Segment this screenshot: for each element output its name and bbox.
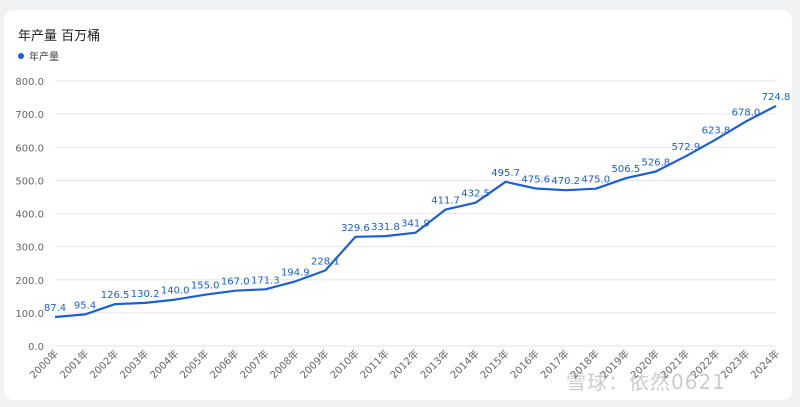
data-label: 194.9 (281, 267, 310, 278)
x-tick-label: 2006年 (207, 347, 241, 381)
data-label: 95.4 (74, 300, 96, 311)
legend-label: 年产量 (29, 52, 59, 63)
x-tick-label: 2004年 (147, 347, 181, 381)
x-tick-label: 2007年 (237, 347, 271, 381)
data-label: 228.1 (311, 256, 340, 267)
data-label: 506.5 (611, 164, 640, 175)
x-tick-label: 2009年 (297, 347, 331, 381)
y-tick-label: 0.0 (28, 342, 44, 353)
x-tick-label: 2008年 (267, 347, 301, 381)
legend[interactable]: 年产量 (18, 48, 59, 63)
data-label: 87.4 (44, 303, 66, 314)
data-label: 130.2 (131, 289, 160, 300)
legend-marker (18, 52, 24, 59)
series-line (54, 104, 777, 319)
data-label: 724.8 (762, 92, 791, 103)
data-label: 155.0 (191, 281, 220, 292)
x-tick-label: 2002年 (87, 347, 121, 381)
data-label: 470.2 (551, 176, 580, 187)
chart-title: 年产量 百万桶 (18, 29, 101, 44)
data-label: 341.9 (401, 219, 430, 230)
y-tick-label: 800.0 (15, 77, 44, 88)
x-tick-label: 2016年 (508, 347, 542, 381)
data-label: 475.6 (521, 174, 550, 185)
y-tick-label: 400.0 (15, 210, 44, 221)
x-tick-label: 2011年 (357, 347, 391, 381)
watermark-text: 雪球：依然0621 (566, 370, 726, 394)
y-tick-label: 600.0 (15, 143, 44, 154)
x-tick-label: 2015年 (477, 347, 511, 381)
data-label: 526.8 (642, 157, 671, 168)
x-tick-label: 2001年 (57, 347, 91, 381)
data-label: 331.8 (371, 222, 400, 233)
y-tick-label: 300.0 (15, 243, 44, 254)
y-axis-ticks: 0.0 100.0 200.0 300.0 400.0 500.0 600.0 700.0 80… (15, 77, 44, 353)
data-label: 167.0 (221, 277, 250, 288)
y-tick-label: 100.0 (15, 309, 44, 320)
data-label: 411.7 (431, 196, 460, 207)
data-label: 572.9 (672, 142, 701, 153)
series-line-group (54, 104, 777, 319)
data-label: 171.3 (251, 275, 280, 286)
data-label: 432.5 (461, 189, 490, 200)
x-tick-label: 2005年 (177, 347, 211, 381)
y-tick-label: 200.0 (15, 276, 44, 287)
y-tick-label: 700.0 (15, 110, 44, 121)
data-label: 495.7 (491, 168, 520, 179)
gridlines (55, 80, 776, 347)
x-tick-label: 2024年 (748, 347, 782, 381)
x-tick-label: 2012年 (387, 347, 421, 381)
data-label: 475.0 (581, 175, 610, 186)
data-label: 126.5 (101, 290, 130, 301)
data-label: 329.6 (341, 223, 370, 234)
data-labels: 87.4 95.4 126.5 130.2 140.0 155.0 167.0 171.319… (44, 92, 790, 314)
x-tick-label: 2010年 (327, 347, 361, 381)
chart-card (4, 10, 792, 400)
data-label: 678.0 (732, 107, 761, 118)
x-tick-label: 2014年 (447, 347, 481, 381)
data-label: 623.8 (702, 125, 731, 136)
y-tick-label: 500.0 (15, 176, 44, 187)
data-label: 140.0 (161, 286, 190, 297)
x-tick-label: 2003年 (117, 347, 151, 381)
x-tick-label: 2013年 (417, 347, 451, 381)
